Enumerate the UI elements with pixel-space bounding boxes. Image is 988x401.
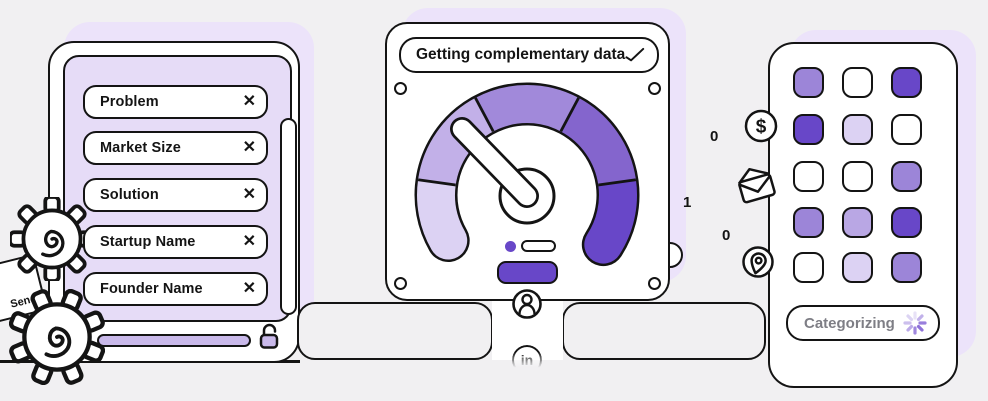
dollar-icon: $ <box>744 109 778 143</box>
screw-icon <box>648 82 661 95</box>
machine-left-foot-notch <box>297 302 493 360</box>
chip-solution[interactable]: Solution ✕ <box>83 178 268 212</box>
chip-founder-name[interactable]: Founder Name ✕ <box>83 272 268 306</box>
category-cell <box>793 252 824 283</box>
category-cell <box>891 207 922 238</box>
chip-market-size[interactable]: Market Size ✕ <box>83 131 268 165</box>
gear-icon <box>10 197 94 281</box>
chip-label: Solution <box>100 187 159 203</box>
category-cell <box>793 114 824 145</box>
gear-icon <box>9 289 105 385</box>
category-cell <box>891 161 922 192</box>
svg-text:$: $ <box>756 117 767 138</box>
chip-startup-name[interactable]: Startup Name ✕ <box>83 225 268 259</box>
close-icon[interactable]: ✕ <box>242 280 256 297</box>
open-padlock-icon <box>259 323 279 349</box>
categorizing-label: Categorizing <box>804 314 895 332</box>
close-icon[interactable]: ✕ <box>242 186 256 203</box>
location-pin-icon <box>742 246 774 278</box>
counter-value: 0 <box>710 128 719 145</box>
category-cell <box>891 114 922 145</box>
check-icon <box>625 47 645 62</box>
chip-label: Founder Name <box>100 281 203 297</box>
envelope-icon <box>737 167 776 204</box>
close-icon[interactable]: ✕ <box>242 93 256 110</box>
indicator-dot <box>505 241 516 252</box>
category-cell <box>842 161 873 192</box>
screw-icon <box>394 82 407 95</box>
machine-status-label: Getting complementary data <box>416 46 626 63</box>
category-cell <box>891 252 922 283</box>
machine-status-pill: Getting complementary data <box>399 37 659 73</box>
progress-bar <box>97 334 251 347</box>
linkedin-icon: in <box>512 345 542 375</box>
chip-label: Problem <box>100 94 159 110</box>
close-icon[interactable]: ✕ <box>242 139 256 156</box>
person-icon <box>512 289 542 319</box>
linkedin-label: in <box>520 352 534 368</box>
category-cell <box>793 161 824 192</box>
chip-label: Startup Name <box>100 234 196 250</box>
category-cell <box>891 67 922 98</box>
category-cell <box>842 67 873 98</box>
categorizing-pill: Categorizing <box>786 305 940 341</box>
spinner-icon <box>903 311 927 335</box>
category-cell <box>842 114 873 145</box>
gauge <box>414 82 640 267</box>
frame-loop <box>280 118 297 315</box>
category-cell <box>793 67 824 98</box>
screw-icon <box>648 277 661 290</box>
screw-icon <box>394 277 407 290</box>
category-cell <box>842 252 873 283</box>
counter-value: 1 <box>683 194 692 211</box>
category-cell <box>793 207 824 238</box>
counter-value: 0 <box>722 227 731 244</box>
indicator-pill <box>521 240 556 252</box>
machine-button[interactable] <box>497 261 558 284</box>
category-cell <box>842 207 873 238</box>
machine-right-foot-notch <box>562 302 766 360</box>
chip-problem[interactable]: Problem ✕ <box>83 85 268 119</box>
gauge-needle <box>450 117 539 208</box>
chip-label: Market Size <box>100 140 181 156</box>
close-icon[interactable]: ✕ <box>242 233 256 250</box>
